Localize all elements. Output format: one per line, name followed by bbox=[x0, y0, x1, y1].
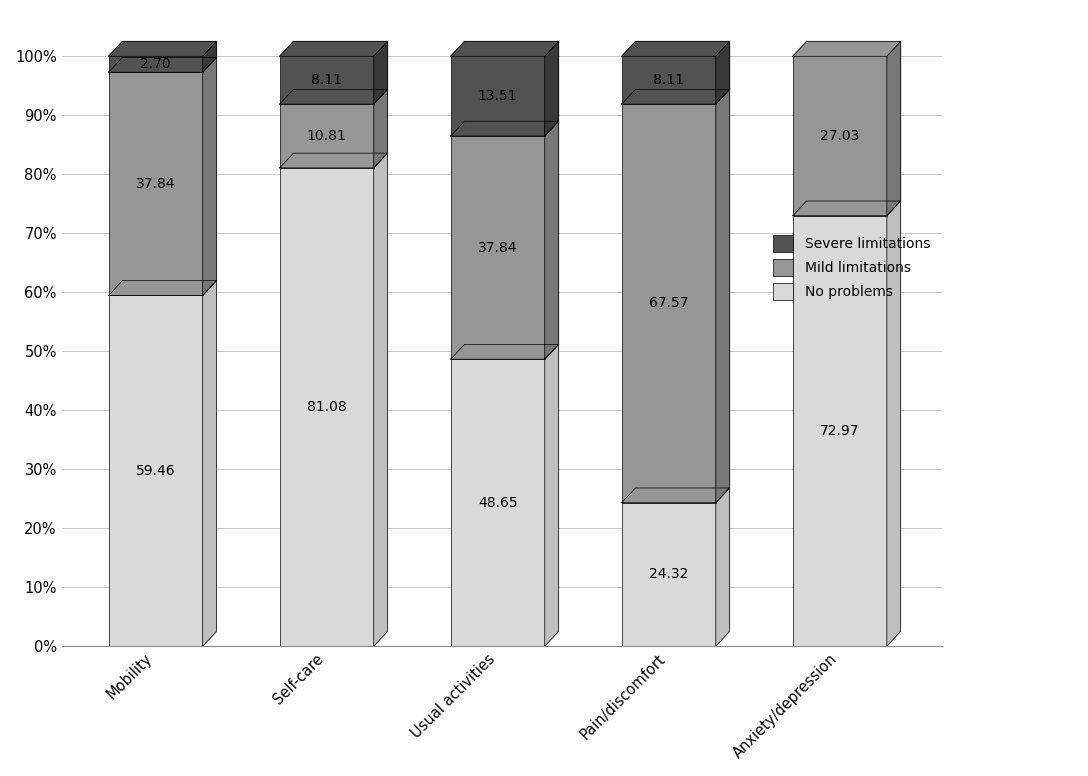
FancyBboxPatch shape bbox=[450, 57, 545, 136]
Text: 27.03: 27.03 bbox=[820, 129, 860, 143]
Polygon shape bbox=[202, 281, 217, 646]
Polygon shape bbox=[545, 42, 558, 136]
Polygon shape bbox=[887, 201, 901, 646]
Text: 81.08: 81.08 bbox=[307, 400, 347, 414]
FancyBboxPatch shape bbox=[280, 57, 374, 104]
Polygon shape bbox=[374, 153, 387, 646]
Text: 67.57: 67.57 bbox=[650, 296, 689, 310]
Text: 8.11: 8.11 bbox=[311, 73, 343, 87]
Polygon shape bbox=[793, 42, 901, 57]
Polygon shape bbox=[280, 42, 387, 57]
Polygon shape bbox=[450, 345, 558, 359]
Polygon shape bbox=[887, 42, 901, 216]
Text: 37.84: 37.84 bbox=[136, 177, 175, 191]
Polygon shape bbox=[374, 89, 387, 168]
Polygon shape bbox=[716, 488, 729, 646]
Text: 48.65: 48.65 bbox=[478, 496, 518, 510]
FancyBboxPatch shape bbox=[450, 359, 545, 646]
Polygon shape bbox=[202, 42, 217, 72]
FancyBboxPatch shape bbox=[621, 57, 716, 104]
Polygon shape bbox=[621, 89, 729, 104]
Polygon shape bbox=[716, 42, 729, 104]
Polygon shape bbox=[280, 153, 387, 168]
FancyBboxPatch shape bbox=[109, 72, 202, 296]
FancyBboxPatch shape bbox=[109, 57, 202, 72]
Text: 8.11: 8.11 bbox=[653, 73, 684, 87]
Polygon shape bbox=[545, 121, 558, 359]
FancyBboxPatch shape bbox=[621, 503, 716, 646]
Polygon shape bbox=[202, 57, 217, 296]
Polygon shape bbox=[450, 42, 558, 57]
Polygon shape bbox=[109, 42, 217, 57]
FancyBboxPatch shape bbox=[621, 104, 716, 503]
Polygon shape bbox=[374, 42, 387, 104]
Polygon shape bbox=[716, 89, 729, 503]
Polygon shape bbox=[621, 42, 729, 57]
Text: 13.51: 13.51 bbox=[478, 89, 518, 103]
FancyBboxPatch shape bbox=[109, 296, 202, 646]
Text: 24.32: 24.32 bbox=[650, 567, 689, 581]
Text: 59.46: 59.46 bbox=[136, 464, 175, 478]
Polygon shape bbox=[450, 121, 558, 136]
Legend: Severe limitations, Mild limitations, No problems: Severe limitations, Mild limitations, No… bbox=[767, 230, 936, 306]
Text: 2.70: 2.70 bbox=[140, 57, 171, 71]
Polygon shape bbox=[109, 281, 217, 296]
FancyBboxPatch shape bbox=[793, 57, 887, 216]
Text: 10.81: 10.81 bbox=[307, 129, 347, 143]
FancyBboxPatch shape bbox=[450, 136, 545, 359]
Polygon shape bbox=[280, 89, 387, 104]
FancyBboxPatch shape bbox=[280, 168, 374, 646]
FancyBboxPatch shape bbox=[793, 216, 887, 646]
Text: 37.84: 37.84 bbox=[478, 241, 518, 255]
FancyBboxPatch shape bbox=[280, 104, 374, 168]
Polygon shape bbox=[545, 345, 558, 646]
Text: 72.97: 72.97 bbox=[820, 424, 860, 438]
Polygon shape bbox=[793, 201, 901, 216]
Polygon shape bbox=[109, 57, 217, 72]
Polygon shape bbox=[621, 488, 729, 503]
